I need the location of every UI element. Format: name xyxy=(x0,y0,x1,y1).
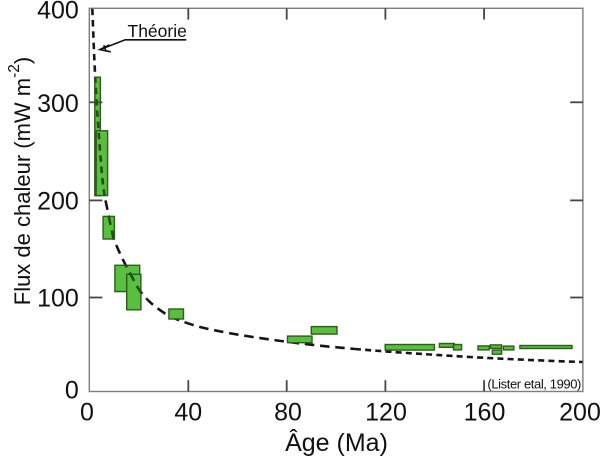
svg-text:Flux de chaleur (mW m-2): Flux de chaleur (mW m-2) xyxy=(6,57,35,306)
svg-text:80: 80 xyxy=(274,398,302,426)
svg-text:160: 160 xyxy=(464,398,506,426)
svg-text:0: 0 xyxy=(80,398,94,426)
svg-text:Âge (Ma): Âge (Ma) xyxy=(285,428,388,457)
svg-text:0: 0 xyxy=(65,377,79,405)
svg-text:120: 120 xyxy=(365,398,407,426)
svg-text:200: 200 xyxy=(37,187,79,215)
svg-text:100: 100 xyxy=(37,284,79,312)
svg-text:400: 400 xyxy=(37,0,79,24)
svg-text:Théorie: Théorie xyxy=(128,21,187,41)
svg-text:300: 300 xyxy=(37,90,79,118)
svg-text:200: 200 xyxy=(559,398,601,426)
svg-text:40: 40 xyxy=(174,398,202,426)
svg-text:(Lister etal, 1990): (Lister etal, 1990) xyxy=(487,377,581,392)
